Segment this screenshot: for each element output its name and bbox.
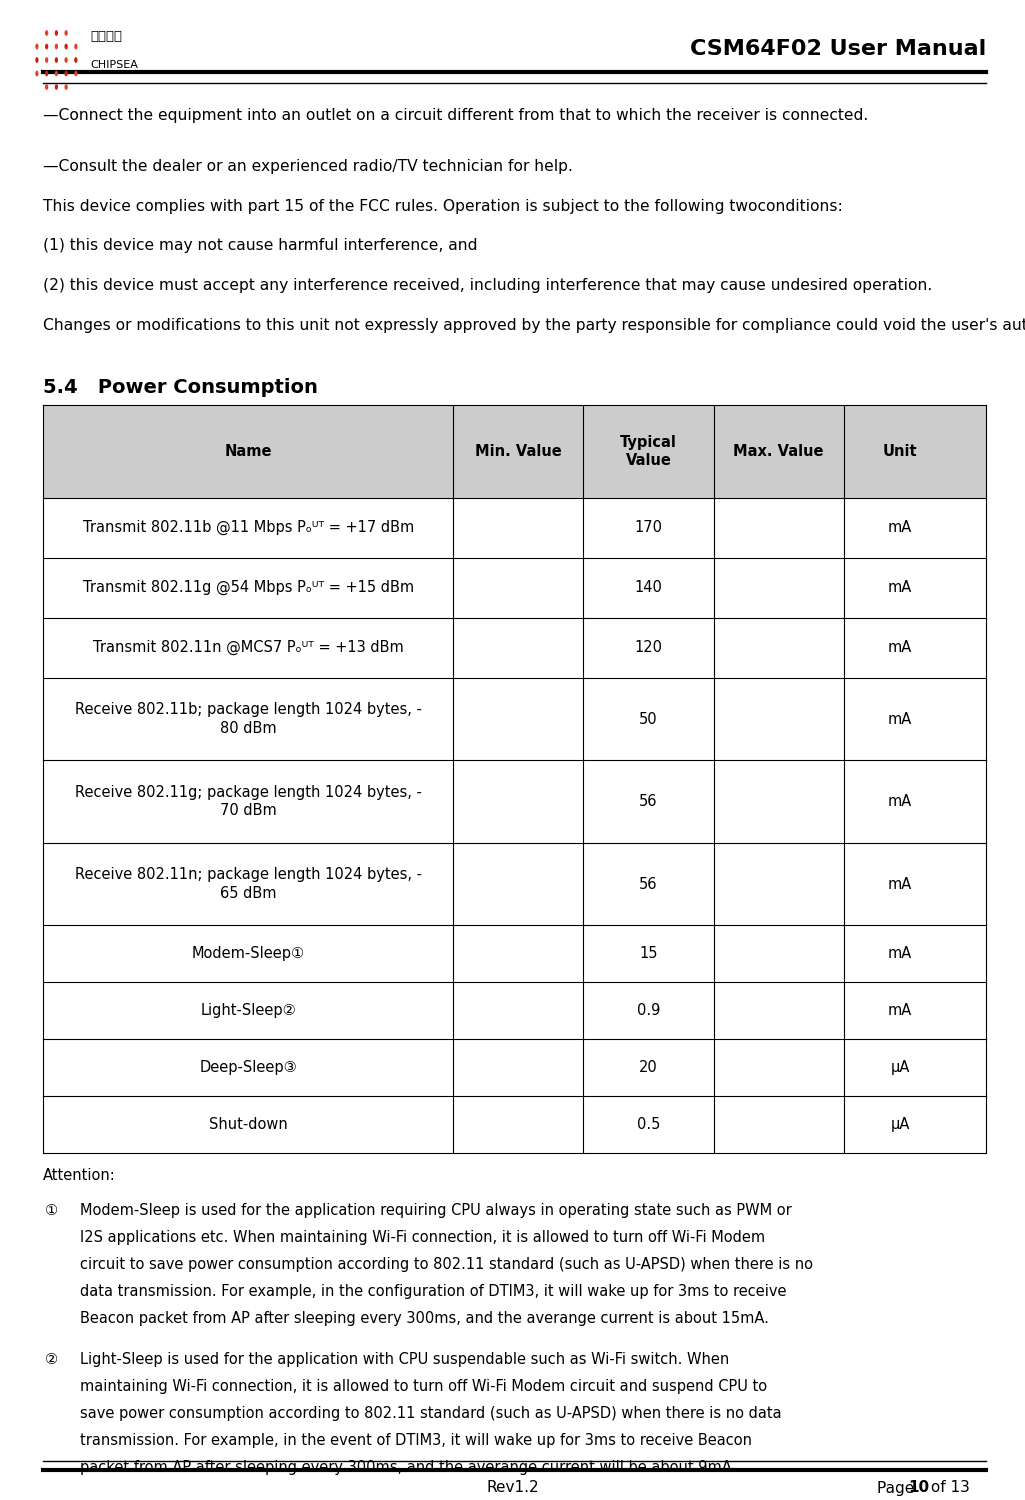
Text: Shut-down: Shut-down	[209, 1118, 288, 1132]
Text: μA: μA	[891, 1060, 910, 1076]
Text: mA: mA	[888, 711, 912, 726]
Ellipse shape	[45, 57, 48, 63]
Ellipse shape	[35, 57, 39, 63]
Ellipse shape	[54, 70, 58, 76]
Text: Transmit 802.11g @54 Mbps Pₒᵁᵀ = +15 dBm: Transmit 802.11g @54 Mbps Pₒᵁᵀ = +15 dBm	[83, 580, 414, 596]
Text: Page: Page	[877, 1480, 919, 1496]
Text: Changes or modifications to this unit not expressly approved by the party respon: Changes or modifications to this unit no…	[43, 318, 1025, 333]
Ellipse shape	[35, 44, 39, 50]
Text: 芯海科技: 芯海科技	[90, 30, 122, 44]
Ellipse shape	[45, 30, 48, 36]
Text: Transmit 802.11b @11 Mbps Pₒᵁᵀ = +17 dBm: Transmit 802.11b @11 Mbps Pₒᵁᵀ = +17 dBm	[83, 520, 414, 536]
Text: Receive 802.11n; package length 1024 bytes, -
65 dBm: Receive 802.11n; package length 1024 byt…	[75, 867, 421, 901]
Ellipse shape	[65, 84, 68, 90]
Text: ①: ①	[45, 1203, 58, 1218]
Text: 0.9: 0.9	[637, 1004, 660, 1019]
Ellipse shape	[74, 44, 78, 50]
Text: Typical
Value: Typical Value	[620, 435, 676, 468]
Text: 5.4   Power Consumption: 5.4 Power Consumption	[43, 378, 318, 398]
Ellipse shape	[54, 44, 58, 50]
Ellipse shape	[54, 30, 58, 36]
Text: This device complies with part 15 of the FCC rules. Operation is subject to the : This device complies with part 15 of the…	[43, 200, 843, 214]
Text: Light-Sleep②: Light-Sleep②	[200, 1004, 296, 1019]
Ellipse shape	[74, 70, 78, 76]
Text: 10: 10	[908, 1480, 930, 1496]
Text: mA: mA	[888, 876, 912, 891]
Text: Modem-Sleep①: Modem-Sleep①	[192, 946, 304, 962]
Text: (1) this device may not cause harmful interference, and: (1) this device may not cause harmful in…	[43, 238, 478, 254]
Text: Receive 802.11g; package length 1024 bytes, -
70 dBm: Receive 802.11g; package length 1024 byt…	[75, 784, 421, 819]
Text: 0.5: 0.5	[637, 1118, 660, 1132]
Text: 56: 56	[640, 876, 658, 891]
Text: Beacon packet from AP after sleeping every 300ms, and the averange current is ab: Beacon packet from AP after sleeping eve…	[80, 1311, 769, 1326]
Text: of 13: of 13	[926, 1480, 970, 1496]
Text: 15: 15	[640, 946, 658, 962]
Text: —Connect the equipment into an outlet on a circuit different from that to which : —Connect the equipment into an outlet on…	[43, 108, 868, 123]
Ellipse shape	[54, 84, 58, 90]
Ellipse shape	[45, 44, 48, 50]
Text: Receive 802.11b; package length 1024 bytes, -
80 dBm: Receive 802.11b; package length 1024 byt…	[75, 702, 421, 736]
Text: save power consumption according to 802.11 standard (such as U-APSD) when there : save power consumption according to 802.…	[80, 1406, 782, 1420]
Ellipse shape	[74, 57, 78, 63]
Text: Modem-Sleep is used for the application requiring CPU always in operating state : Modem-Sleep is used for the application …	[80, 1203, 791, 1218]
Text: μA: μA	[891, 1118, 910, 1132]
Text: mA: mA	[888, 1004, 912, 1019]
Ellipse shape	[54, 57, 58, 63]
Text: Attention:: Attention:	[43, 1168, 116, 1184]
Text: Min. Value: Min. Value	[475, 444, 562, 459]
Text: mA: mA	[888, 794, 912, 808]
Text: Transmit 802.11n @MCS7 Pₒᵁᵀ = +13 dBm: Transmit 802.11n @MCS7 Pₒᵁᵀ = +13 dBm	[93, 640, 404, 656]
Text: (2) this device must accept any interference received, including interference th: (2) this device must accept any interfer…	[43, 278, 933, 292]
Ellipse shape	[65, 30, 68, 36]
Text: 170: 170	[634, 520, 662, 536]
Text: ②: ②	[45, 1352, 58, 1366]
Text: 20: 20	[639, 1060, 658, 1076]
Text: Max. Value: Max. Value	[733, 444, 824, 459]
Text: 56: 56	[640, 794, 658, 808]
Bar	[43, 405, 986, 498]
Text: Rev1.2: Rev1.2	[486, 1480, 539, 1496]
Text: packet from AP after sleeping every 300ms, and the averange current will be abou: packet from AP after sleeping every 300m…	[80, 1460, 736, 1474]
Text: 140: 140	[634, 580, 662, 596]
Text: —Consult the dealer or an experienced radio/TV technician for help.: —Consult the dealer or an experienced ra…	[43, 159, 573, 174]
Ellipse shape	[65, 70, 68, 76]
Text: circuit to save power consumption according to 802.11 standard (such as U-APSD) : circuit to save power consumption accord…	[80, 1257, 813, 1272]
Text: maintaining Wi-Fi connection, it is allowed to turn off Wi-Fi Modem circuit and : maintaining Wi-Fi connection, it is allo…	[80, 1378, 767, 1394]
Ellipse shape	[45, 70, 48, 76]
Text: Name: Name	[224, 444, 272, 459]
Ellipse shape	[65, 57, 68, 63]
Text: Unit: Unit	[883, 444, 917, 459]
Text: Deep-Sleep③: Deep-Sleep③	[199, 1060, 297, 1076]
Text: 120: 120	[634, 640, 662, 656]
Text: data transmission. For example, in the configuration of DTIM3, it will wake up f: data transmission. For example, in the c…	[80, 1284, 786, 1299]
Text: mA: mA	[888, 640, 912, 656]
Ellipse shape	[35, 70, 39, 76]
Ellipse shape	[65, 44, 68, 50]
Text: transmission. For example, in the event of DTIM3, it will wake up for 3ms to rec: transmission. For example, in the event …	[80, 1432, 752, 1448]
Text: CSM64F02 User Manual: CSM64F02 User Manual	[690, 39, 986, 58]
Text: 50: 50	[640, 711, 658, 726]
Text: CHIPSEA: CHIPSEA	[90, 60, 138, 70]
Text: Light-Sleep is used for the application with CPU suspendable such as Wi-Fi switc: Light-Sleep is used for the application …	[80, 1352, 729, 1366]
Text: mA: mA	[888, 946, 912, 962]
Text: mA: mA	[888, 580, 912, 596]
Text: I2S applications etc. When maintaining Wi-Fi connection, it is allowed to turn o: I2S applications etc. When maintaining W…	[80, 1230, 765, 1245]
Text: mA: mA	[888, 520, 912, 536]
Ellipse shape	[45, 84, 48, 90]
